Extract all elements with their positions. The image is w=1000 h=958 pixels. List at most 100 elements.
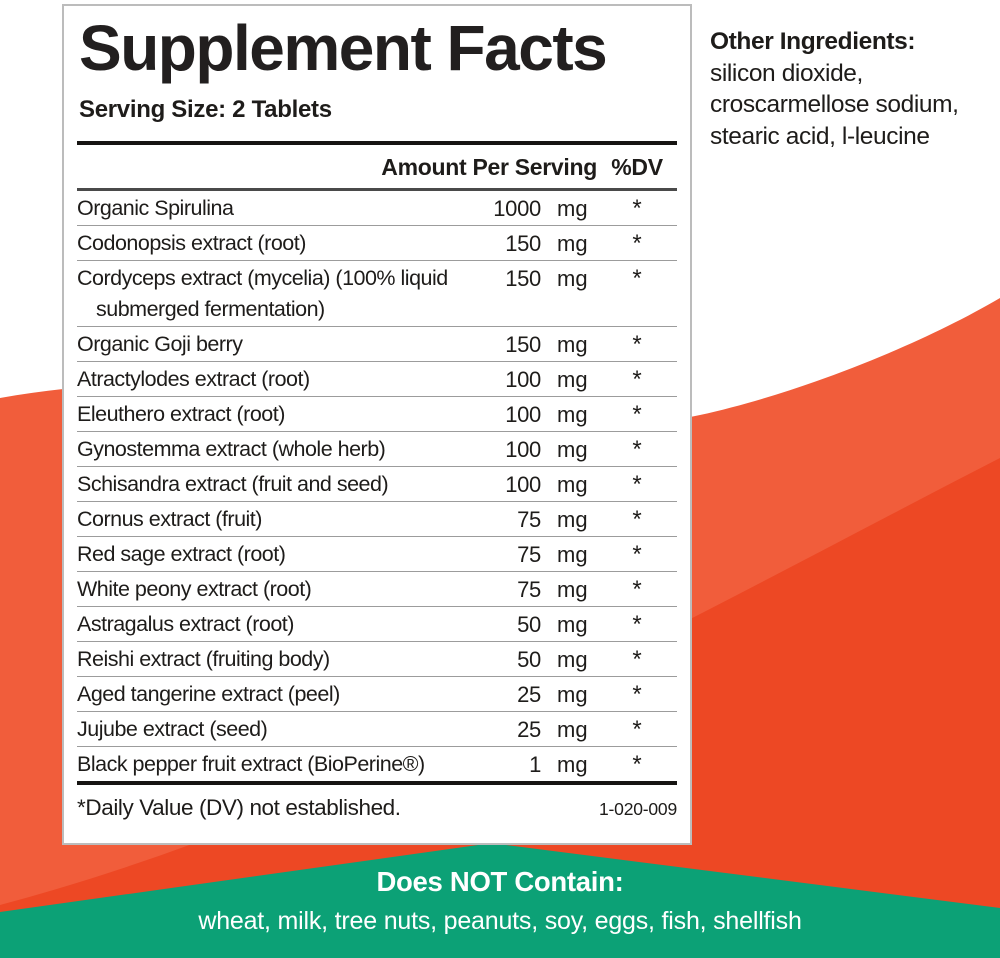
ingredient-amount: 100 — [505, 367, 541, 392]
other-ingredients-line: stearic acid, l-leucine — [710, 122, 930, 150]
other-ingredients-label: Other Ingredients: — [710, 28, 916, 55]
ingredient-unit: mg — [557, 542, 588, 567]
ingredient-amount: 150 — [505, 332, 541, 357]
ingredient-name: Jujube extract (seed) — [77, 717, 268, 741]
table-row: Red sage extract (root) 75 mg * — [77, 537, 677, 572]
ingredient-name: Schisandra extract (fruit and seed) — [77, 472, 389, 496]
divider-header — [77, 188, 677, 191]
table-header: Amount Per Serving %DV — [77, 145, 677, 188]
ingredient-name: Astragalus extract (root) — [77, 612, 294, 636]
ingredient-unit: mg — [557, 367, 588, 392]
ingredient-name: Black pepper fruit extract (BioPerine®) — [77, 752, 425, 776]
ingredient-name: Atractylodes extract (root) — [77, 367, 310, 391]
ingredient-amount: 50 — [517, 612, 541, 637]
table-row: Cornus extract (fruit) 75 mg * — [77, 502, 677, 537]
ingredient-unit: mg — [557, 507, 588, 532]
other-ingredients-line: croscarmellose sodium, — [710, 91, 959, 118]
other-ingredients: Other Ingredients: silicon dioxide, cros… — [710, 26, 992, 152]
table-row: White peony extract (root) 75 mg * — [77, 572, 677, 607]
table-row: Eleuthero extract (root) 100 mg * — [77, 397, 677, 432]
ingredient-dv: * — [632, 681, 642, 708]
ingredient-name: Gynostemma extract (whole herb) — [77, 437, 386, 461]
table-row: Astragalus extract (root) 50 mg * — [77, 607, 677, 642]
other-ingredients-line: silicon dioxide, — [710, 59, 863, 87]
ingredient-unit: mg — [557, 266, 588, 291]
ingredient-name-line2: submerged fermentation) — [96, 297, 325, 321]
ingredient-name: White peony extract (root) — [77, 577, 312, 601]
ingredient-unit: mg — [557, 612, 588, 637]
ingredient-unit: mg — [557, 647, 588, 672]
ingredient-name: Reishi extract (fruiting body) — [77, 647, 330, 671]
header-amount-per-serving: Amount Per Serving — [381, 154, 597, 180]
table-row: Cordyceps extract (mycelia) (100% liquid… — [77, 261, 677, 327]
panel-footer: *Daily Value (DV) not established. 1-020… — [77, 785, 677, 821]
ingredient-unit: mg — [557, 577, 588, 602]
ingredient-dv: * — [632, 471, 642, 498]
ingredient-dv: * — [632, 195, 642, 222]
table-row: Gynostemma extract (whole herb) 100 mg * — [77, 432, 677, 467]
ingredient-amount: 150 — [505, 231, 541, 256]
ingredient-amount: 100 — [505, 437, 541, 462]
ingredient-dv: * — [632, 401, 642, 428]
ingredient-dv: * — [632, 611, 642, 638]
dv-footnote: *Daily Value (DV) not established. — [77, 795, 401, 820]
table-row: Black pepper fruit extract (BioPerine®) … — [77, 747, 677, 781]
ingredient-dv: * — [632, 751, 642, 778]
ingredient-name-line1: Cordyceps extract (mycelia) (100% liquid — [77, 266, 448, 290]
ingredient-unit: mg — [557, 752, 588, 777]
page-title: Supplement Facts — [79, 12, 608, 84]
table-row: Jujube extract (seed) 25 mg * — [77, 712, 677, 747]
table-row: Reishi extract (fruiting body) 50 mg * — [77, 642, 677, 677]
ingredient-unit: mg — [557, 717, 588, 742]
ingredient-name: Organic Spirulina — [77, 196, 234, 220]
header-percent-dv: %DV — [611, 154, 663, 180]
ingredient-unit: mg — [557, 682, 588, 707]
ingredient-dv: * — [632, 366, 642, 393]
ingredient-amount: 75 — [517, 542, 541, 567]
ingredient-dv: * — [632, 230, 642, 257]
ingredient-dv: * — [632, 331, 642, 358]
table-row: Schisandra extract (fruit and seed) 100 … — [77, 467, 677, 502]
ingredient-dv: * — [632, 646, 642, 673]
label-code: 1-020-009 — [599, 799, 677, 819]
ingredient-amount: 50 — [517, 647, 541, 672]
ingredient-name: Organic Goji berry — [77, 332, 243, 356]
ingredient-dv: * — [632, 265, 642, 292]
ingredient-dv: * — [632, 436, 642, 463]
ingredient-amount: 100 — [505, 472, 541, 497]
ingredient-name: Eleuthero extract (root) — [77, 402, 285, 426]
ingredient-dv: * — [632, 541, 642, 568]
supplement-facts-panel: Supplement Facts Serving Size: 2 Tablets… — [62, 4, 692, 845]
ingredient-unit: mg — [557, 231, 588, 256]
serving-size: Serving Size: 2 Tablets — [79, 96, 332, 123]
ingredient-dv: * — [632, 716, 642, 743]
table-row: Aged tangerine extract (peel) 25 mg * — [77, 677, 677, 712]
divider-bottom — [77, 781, 677, 785]
ingredient-unit: mg — [557, 332, 588, 357]
divider-top — [77, 141, 677, 145]
ingredient-unit: mg — [557, 402, 588, 427]
ingredient-dv: * — [632, 506, 642, 533]
ingredient-name: Cordyceps extract (mycelia) (100% liquid… — [77, 265, 479, 323]
table-row: Organic Spirulina 1000 mg * — [77, 191, 677, 226]
ingredient-unit: mg — [557, 196, 588, 221]
ingredient-unit: mg — [557, 472, 588, 497]
ingredient-dv: * — [632, 576, 642, 603]
does-not-contain-items: wheat, milk, tree nuts, peanuts, soy, eg… — [198, 907, 802, 935]
ingredient-amount: 75 — [517, 507, 541, 532]
ingredient-amount: 1 — [529, 752, 541, 777]
ingredient-name: Aged tangerine extract (peel) — [77, 682, 340, 706]
ingredient-amount: 100 — [505, 402, 541, 427]
ingredient-amount: 1000 — [493, 196, 541, 221]
ingredient-amount: 25 — [517, 682, 541, 707]
does-not-contain-title: Does NOT Contain: — [376, 866, 624, 897]
ingredient-table: Organic Spirulina 1000 mg * Codonopsis e… — [77, 191, 677, 781]
ingredient-unit: mg — [557, 437, 588, 462]
ingredient-amount: 150 — [505, 266, 541, 291]
ingredient-name: Cornus extract (fruit) — [77, 507, 262, 531]
ingredient-amount: 75 — [517, 577, 541, 602]
green-chevron-band — [0, 845, 1000, 958]
ingredient-amount: 25 — [517, 717, 541, 742]
table-row: Organic Goji berry 150 mg * — [77, 327, 677, 362]
table-row: Atractylodes extract (root) 100 mg * — [77, 362, 677, 397]
